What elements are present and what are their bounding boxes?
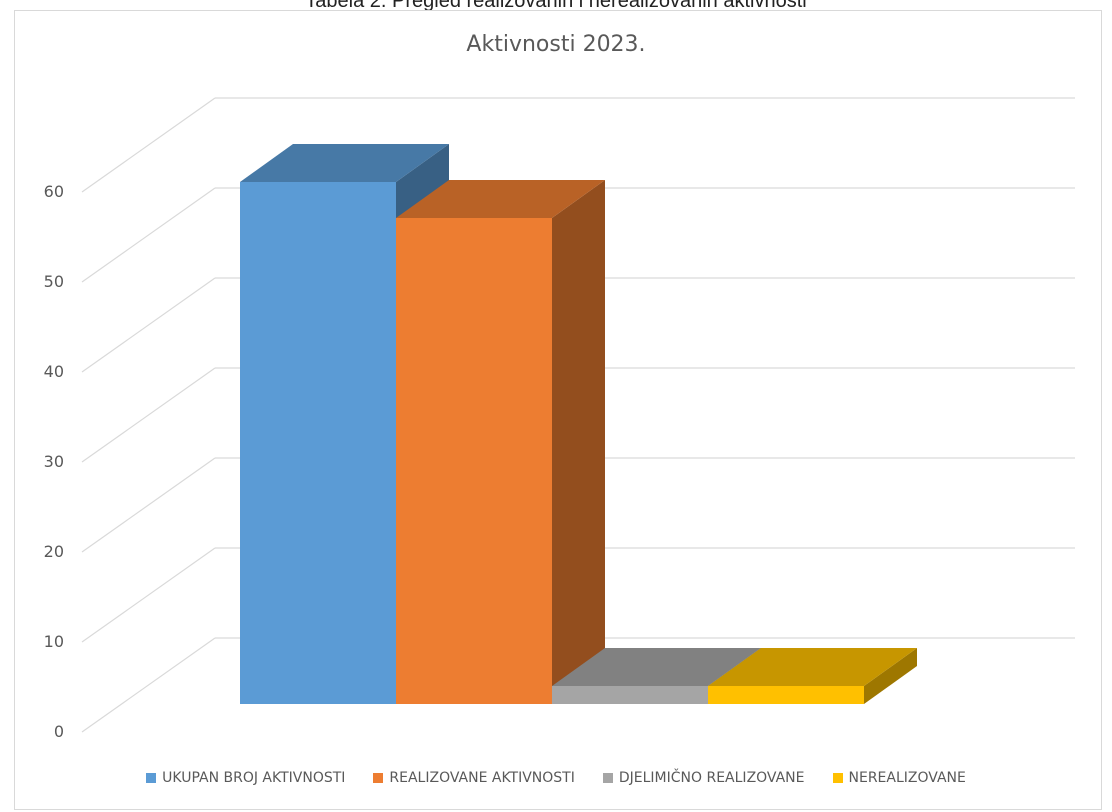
- chart-title: Aktivnosti 2023.: [466, 32, 646, 57]
- y-axis-ticks: 0 10 20 30 40 50 60: [44, 182, 64, 741]
- legend-label: NEREALIZOVANE: [848, 770, 966, 786]
- gridline-side: [81, 367, 216, 463]
- gridline-side: [81, 457, 216, 553]
- legend-swatch: [832, 773, 843, 783]
- y-tick-label: 40: [44, 362, 64, 381]
- bar-top-face: [240, 144, 449, 182]
- bar-front-face: [240, 182, 396, 704]
- bar-4: [708, 648, 917, 704]
- table-caption: Tabela 2. Pregled realizovanih i nereali…: [305, 0, 807, 12]
- y-tick-label: 30: [44, 452, 64, 471]
- gridline-side: [81, 277, 216, 373]
- legend-item: NEREALIZOVANE: [832, 770, 966, 786]
- bar-top-face: [396, 180, 605, 218]
- legend-label: REALIZOVANE AKTIVNOSTI: [389, 770, 575, 786]
- y-tick-label: 60: [44, 182, 64, 201]
- bar-front-face: [552, 686, 708, 704]
- gridline-side: [81, 637, 216, 733]
- gridline-side: [81, 97, 216, 193]
- legend-item: UKUPAN BROJ AKTIVNOSTI: [146, 770, 345, 786]
- y-tick-label: 50: [44, 272, 64, 291]
- bar-side-face: [552, 180, 605, 704]
- gridline-side: [81, 547, 216, 643]
- legend-label: DJELIMIČNO REALIZOVANE: [618, 770, 805, 786]
- legend-swatch: [602, 773, 613, 783]
- legend-label: UKUPAN BROJ AKTIVNOSTI: [162, 770, 346, 786]
- legend: UKUPAN BROJ AKTIVNOSTI REALIZOVANE AKTIVN…: [0, 770, 1112, 786]
- legend-item: DJELIMIČNO REALIZOVANE: [602, 770, 805, 786]
- bar-front-face: [396, 218, 552, 704]
- bars: [240, 144, 917, 704]
- legend-swatch: [373, 773, 384, 783]
- bar-top-face: [708, 648, 917, 686]
- y-tick-label: 0: [54, 722, 64, 741]
- bar-front-face: [708, 686, 864, 704]
- gridline-side: [81, 187, 216, 283]
- legend-item: REALIZOVANE AKTIVNOSTI: [373, 770, 575, 786]
- bar-side-face: [864, 648, 917, 704]
- y-tick-label: 10: [44, 632, 64, 651]
- bar-2: [396, 180, 605, 704]
- bar-top-face: [552, 648, 761, 686]
- legend-swatch: [146, 773, 157, 783]
- y-tick-label: 20: [44, 542, 64, 561]
